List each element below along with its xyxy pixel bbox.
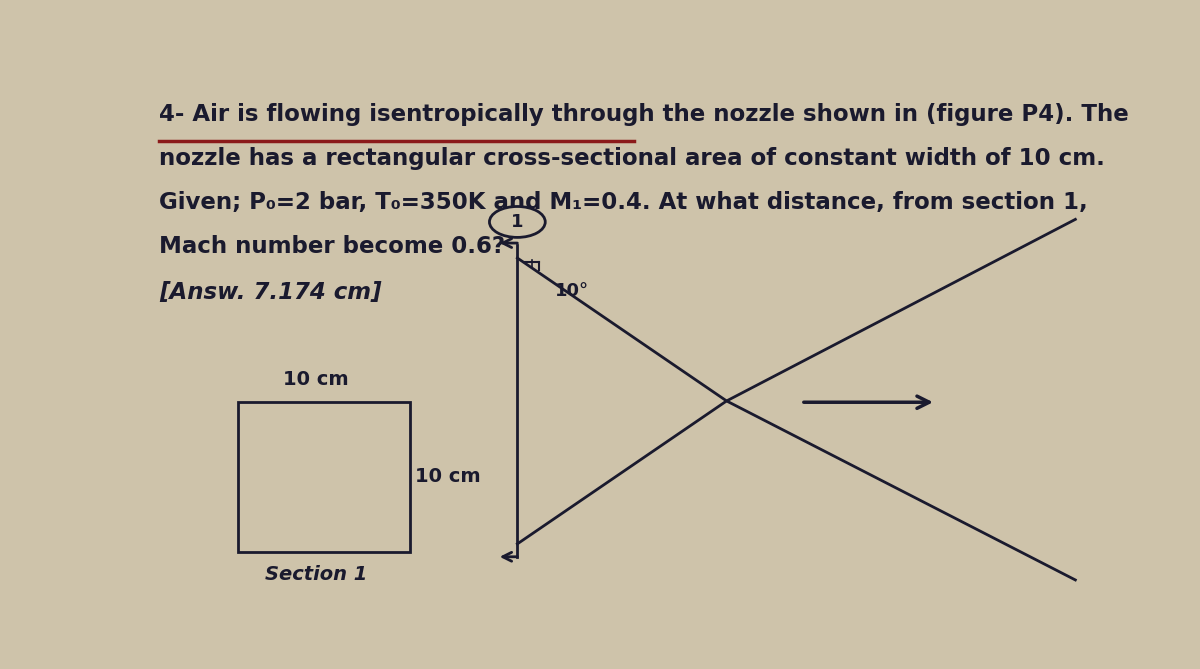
Text: 1: 1 bbox=[511, 213, 523, 231]
Text: Mach number become 0.6?: Mach number become 0.6? bbox=[160, 235, 505, 258]
Text: 10 cm: 10 cm bbox=[415, 468, 481, 486]
Text: [Answ. 7.174 cm]: [Answ. 7.174 cm] bbox=[160, 281, 382, 304]
Text: Section 1: Section 1 bbox=[264, 565, 367, 583]
Circle shape bbox=[490, 207, 545, 237]
Text: 4- Air is flowing isentropically through the nozzle shown in (figure P4). The: 4- Air is flowing isentropically through… bbox=[160, 104, 1129, 126]
Text: nozzle has a rectangular cross-sectional area of constant width of 10 cm.: nozzle has a rectangular cross-sectional… bbox=[160, 147, 1105, 170]
Bar bbox=[239, 402, 410, 552]
Text: Given; P₀=2 bar, T₀=350K and M₁=0.4. At what distance, from section 1,: Given; P₀=2 bar, T₀=350K and M₁=0.4. At … bbox=[160, 191, 1088, 214]
Text: 10°: 10° bbox=[554, 282, 589, 300]
Text: 10 cm: 10 cm bbox=[283, 371, 348, 389]
